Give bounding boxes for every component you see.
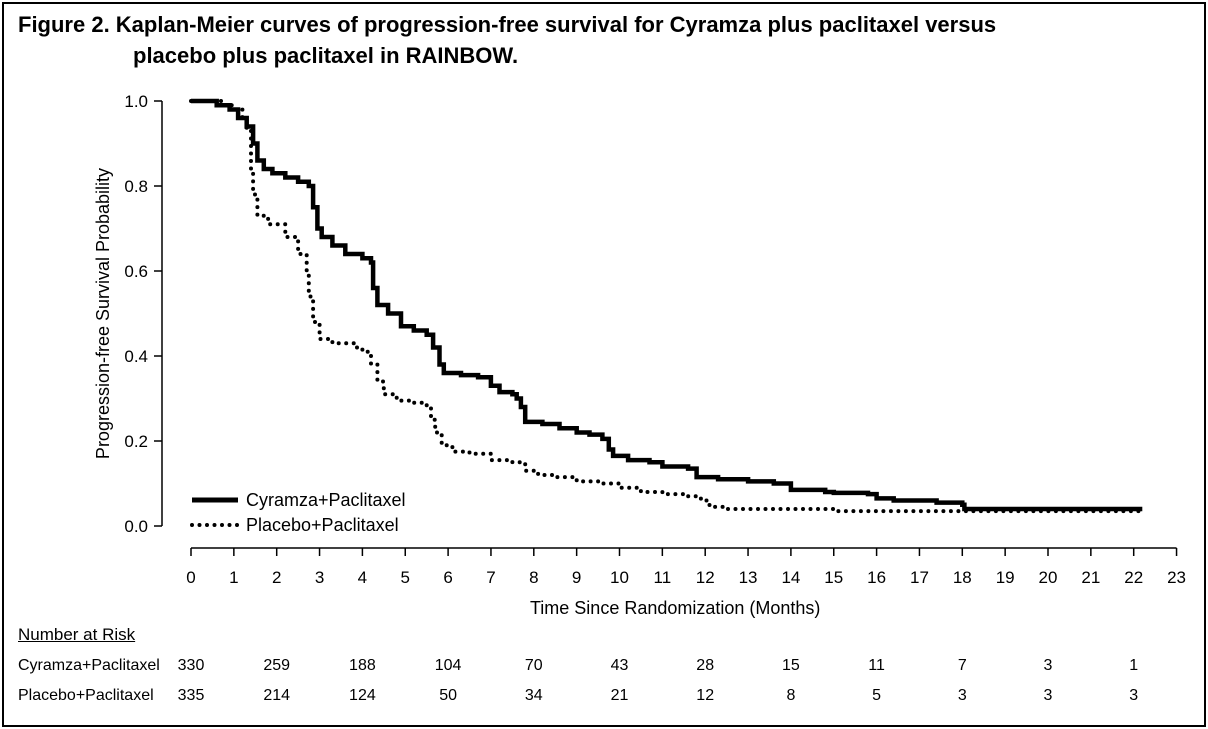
legend-label-placebo: Placebo+Paclitaxel [246, 515, 399, 535]
x-axis-label: Time Since Randomization (Months) [530, 598, 820, 618]
risk-value: 28 [696, 657, 715, 674]
risk-row-label: Cyramza+Paclitaxel [18, 657, 160, 674]
x-tick-label: 16 [867, 568, 886, 587]
risk-table-heading: Number at Risk [18, 625, 136, 644]
x-tick-label: 18 [953, 568, 972, 587]
risk-value: 7 [957, 657, 967, 674]
risk-value: 1 [1129, 657, 1139, 674]
risk-value: 12 [696, 687, 715, 704]
risk-value: 3 [1129, 687, 1139, 704]
x-tick-label: 2 [272, 568, 281, 587]
risk-value: 3 [1043, 657, 1053, 674]
risk-value: 50 [439, 687, 457, 704]
y-tick-label: 0.8 [124, 177, 148, 196]
x-tick-label: 14 [781, 568, 800, 587]
x-tick-label: 19 [996, 568, 1015, 587]
y-tick-label: 1.0 [124, 92, 148, 111]
risk-row-label: Placebo+Paclitaxel [18, 687, 154, 704]
y-tick-label: 0.0 [124, 517, 148, 536]
legend-label-cyramza: Cyramza+Paclitaxel [246, 490, 406, 510]
x-tick-label: 20 [1039, 568, 1058, 587]
x-tick-label: 0 [186, 568, 195, 587]
x-tick-label: 4 [358, 568, 367, 587]
risk-value: 124 [349, 687, 376, 704]
x-tick-label: 21 [1081, 568, 1100, 587]
x-tick-label: 9 [572, 568, 581, 587]
y-axis-label: Progression-free Survival Probability [93, 168, 113, 459]
risk-value: 335 [177, 687, 205, 704]
x-tick-label: 10 [610, 568, 629, 587]
y-tick-label: 0.6 [124, 262, 148, 281]
risk-value: 43 [610, 657, 629, 674]
x-tick-label: 23 [1167, 568, 1186, 587]
risk-value: 3 [957, 687, 967, 704]
risk-value: 330 [177, 657, 205, 674]
risk-value: 259 [263, 657, 291, 674]
x-tick-label: 13 [739, 568, 758, 587]
risk-value: 104 [434, 657, 462, 674]
km-curve-cyramza-paclitaxel [191, 98, 1143, 512]
x-tick-label: 11 [654, 568, 672, 587]
risk-value: 21 [610, 687, 629, 704]
x-tick-label: 12 [696, 568, 715, 587]
risk-value: 188 [349, 657, 376, 674]
km-curve-placebo-paclitaxel [189, 99, 1145, 514]
x-tick-label: 5 [401, 568, 410, 587]
risk-value: 214 [263, 687, 291, 704]
figure-title-line-1: Figure 2. Kaplan-Meier curves of progres… [18, 12, 997, 37]
x-tick-label: 3 [315, 568, 324, 587]
risk-value: 11 [868, 657, 885, 674]
x-tick-label: 8 [529, 568, 538, 587]
x-tick-label: 15 [824, 568, 843, 587]
risk-value: 34 [524, 687, 543, 704]
y-tick-label: 0.4 [124, 347, 148, 366]
risk-value: 5 [872, 687, 882, 704]
x-tick-label: 7 [486, 568, 495, 587]
risk-value: 70 [524, 657, 543, 674]
figure-title-line-2: placebo plus paclitaxel in RAINBOW. [133, 43, 519, 68]
risk-value: 15 [781, 657, 800, 674]
risk-value: 3 [1043, 687, 1053, 704]
x-tick-label: 17 [910, 568, 929, 587]
x-tick-label: 1 [229, 568, 238, 587]
y-tick-label: 0.2 [124, 432, 148, 451]
x-tick-label: 6 [443, 568, 452, 587]
x-tick-label: 22 [1124, 568, 1143, 587]
risk-value: 8 [786, 687, 796, 704]
